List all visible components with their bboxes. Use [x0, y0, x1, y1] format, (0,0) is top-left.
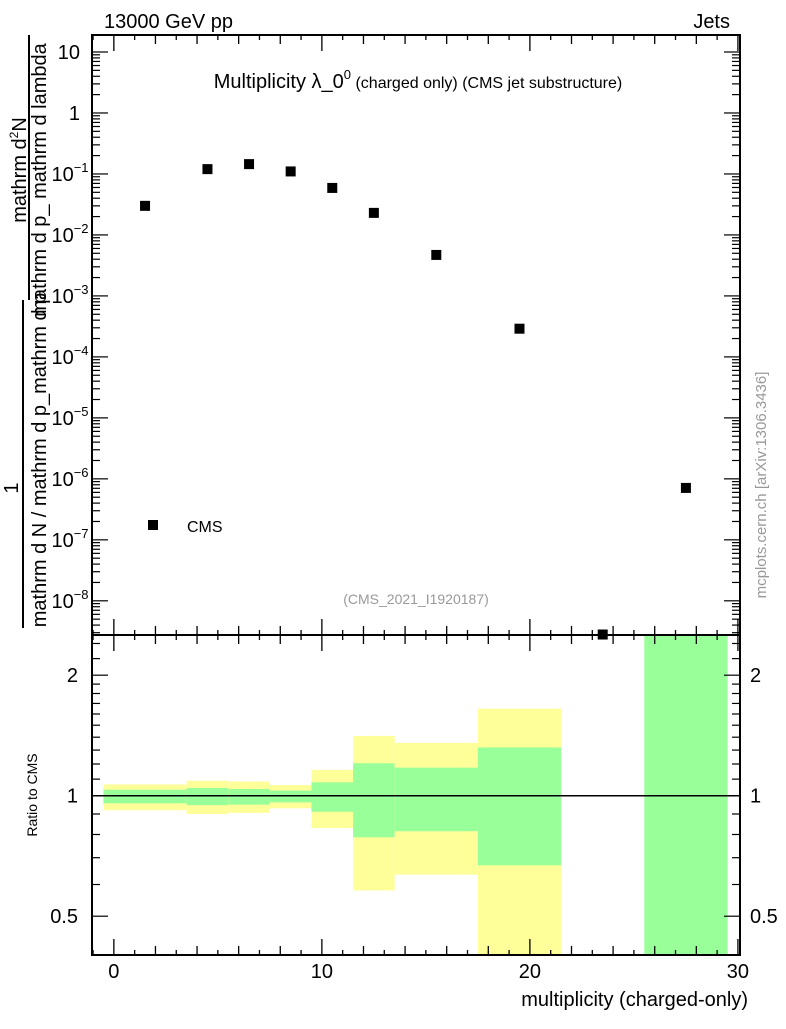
- ratio-band-green-7: [477, 747, 562, 866]
- title-main: Multiplicity λ_0: [214, 71, 344, 93]
- data-point-cms: [514, 323, 525, 334]
- title-small: (charged only) (CMS jet substructure): [351, 75, 622, 92]
- legend-marker-cms: [148, 520, 158, 530]
- main-y-tick-labels: 10 1 10−1 10−2 10−3 10−4 10−5 10−6 10−7 10−8: [51, 42, 88, 613]
- y-tick-label: 10−3: [51, 282, 88, 308]
- ratio-y-axis-label: Ratio to CMS: [24, 753, 40, 836]
- ratio-band-green-6: [394, 767, 478, 832]
- data-point-cms: [202, 164, 213, 175]
- ylabel-lower-denominator: mathrm d N / mathrm d p_mathrm d p: [29, 293, 51, 628]
- ylabel-upper-denominator: mathrm d p_ mathrm d lambda: [29, 42, 51, 316]
- y-tick-label: 10: [58, 42, 80, 64]
- data-point-cms: [285, 166, 296, 177]
- ratio-y-tick-label-left: 1: [67, 786, 78, 808]
- data-point-cms: [327, 182, 338, 193]
- ratio-band-green-4: [311, 782, 354, 812]
- data-point-cms: [140, 200, 151, 211]
- ylabel-lower-numerator: 1: [1, 482, 23, 493]
- x-tick-label: 0: [108, 961, 119, 983]
- ratio-y-tick-label-right: 0.5: [750, 906, 778, 928]
- y-tick-label: 10−5: [51, 404, 88, 430]
- ratio-band-green-1: [186, 788, 229, 806]
- data-point-cms: [680, 482, 691, 493]
- y-tick-label: 10−2: [51, 221, 88, 247]
- title-sup: 0: [344, 67, 351, 82]
- y-tick-label: 1: [69, 103, 80, 125]
- main-y-axis-label: mathrm d2N mathrm d p_ mathrm d lambda 1…: [1, 35, 51, 628]
- x-tick-label: 10: [311, 961, 333, 983]
- ratio-tick-labels: 2 2 1 1 0.5 0.5 0 10 20 30: [50, 665, 778, 983]
- x-tick-label: 20: [519, 961, 541, 983]
- header-process: Jets: [693, 11, 730, 33]
- main-plot-frame: [91, 34, 741, 636]
- ratio-band-green-0: [103, 789, 187, 804]
- ratio-y-tick-label-left: 2: [67, 665, 78, 687]
- y-tick-label: 10−1: [51, 160, 88, 186]
- data-markers: [140, 159, 691, 640]
- ratio-band-green-2: [228, 789, 270, 805]
- legend-label-cms: CMS: [187, 519, 223, 536]
- y-tick-label: 10−7: [51, 526, 88, 552]
- data-point-cms: [368, 207, 379, 218]
- plot-title: Multiplicity λ_00 (charged only) (CMS je…: [214, 67, 622, 93]
- side-credit-label: mcplots.cern.ch [arXiv:1306.3436]: [753, 372, 770, 599]
- data-point-cms: [431, 249, 442, 260]
- analysis-id: (CMS_2021_I1920187): [343, 591, 489, 607]
- y-tick-label: 10−4: [51, 343, 88, 369]
- header-energy: 13000 GeV pp: [104, 11, 233, 33]
- ratio-bands: [103, 635, 728, 955]
- y-tick-label: 10−8: [51, 587, 88, 613]
- ratio-y-tick-label-right: 2: [750, 665, 761, 687]
- x-axis-label: multiplicity (charged-only): [521, 989, 748, 1011]
- y-tick-label: 10−6: [51, 465, 88, 491]
- ratio-band-green-3: [269, 790, 312, 803]
- ylabel-upper-numerator: mathrm d2N: [7, 117, 31, 223]
- x-tick-label: 30: [727, 961, 749, 983]
- legend: CMS: [148, 519, 223, 536]
- data-point-cms: [244, 159, 255, 170]
- ratio-band-green-5: [353, 763, 395, 838]
- ratio-y-tick-label-right: 1: [750, 786, 761, 808]
- ratio-y-tick-label-left: 0.5: [50, 906, 78, 928]
